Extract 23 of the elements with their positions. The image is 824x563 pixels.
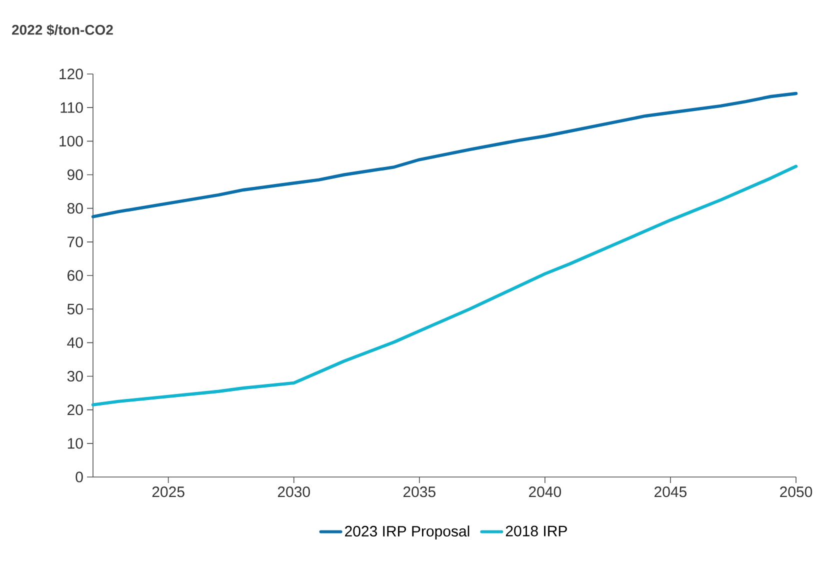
y-tick-label: 60 xyxy=(68,270,83,281)
y-tick-label: 50 xyxy=(67,304,83,314)
x-tick-label: 2045 xyxy=(654,486,687,498)
x-tick-label: 2035 xyxy=(403,486,436,498)
y-tick-label: 40 xyxy=(67,337,83,348)
legend-label: 2018 IRP xyxy=(506,526,567,536)
x-tick-label: 2025 xyxy=(152,486,184,498)
y-tick-label: 70 xyxy=(68,236,83,248)
y-tick-label: 120 xyxy=(60,68,83,80)
legend-label: 2023 IRP Proposal xyxy=(345,526,470,540)
y-tick-label: 30 xyxy=(67,370,83,382)
y-tick-label: 100 xyxy=(60,136,83,146)
y-tick-label: 10 xyxy=(68,438,83,449)
y-tick-label: 0 xyxy=(76,472,83,482)
y-tick-label: 80 xyxy=(67,203,83,214)
x-tick-label: 2050 xyxy=(780,486,812,498)
x-tick-label: 2040 xyxy=(529,486,562,498)
y-tick-label: 110 xyxy=(60,102,83,113)
x-tick-label: 2030 xyxy=(278,486,310,498)
y-tick-label: 90 xyxy=(67,169,83,180)
y-tick-label: 20 xyxy=(68,404,83,416)
line-series xyxy=(91,92,798,218)
y-axis-title: 2022 $/ton-CO2 xyxy=(12,24,113,36)
